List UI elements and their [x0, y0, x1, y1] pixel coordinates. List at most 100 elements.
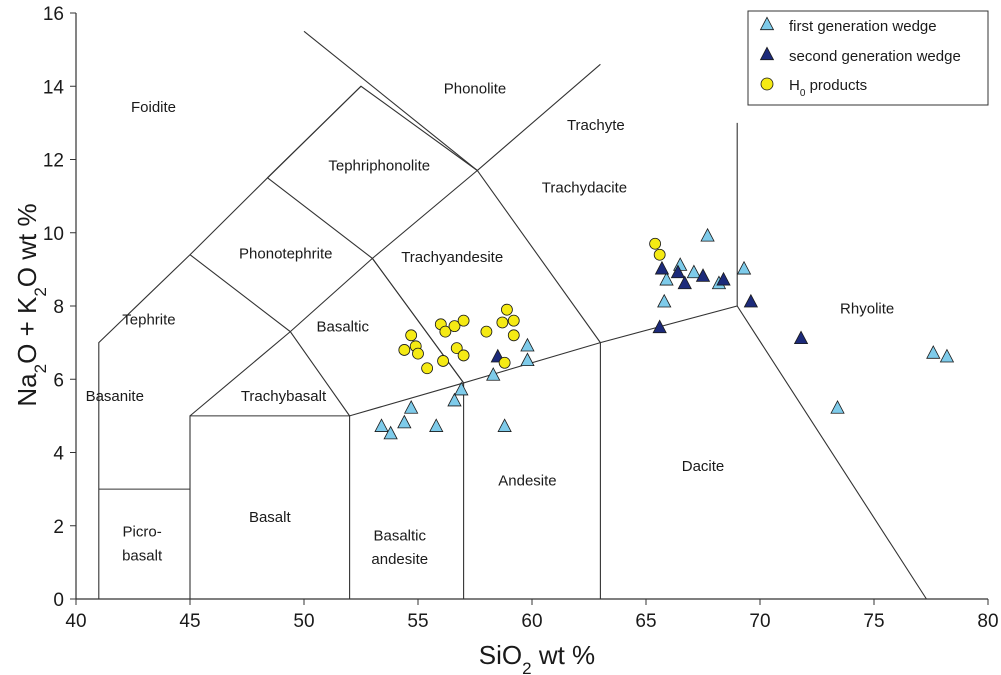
field-label: andesite: [371, 551, 428, 568]
field-boundary-line: [476, 170, 601, 343]
data-point-circle: [653, 248, 666, 261]
field-label: Phonolite: [444, 81, 507, 98]
data-points: [374, 227, 955, 440]
field-boundary-line: [371, 258, 465, 384]
data-point-triangle: [673, 257, 688, 271]
field-label: Dacite: [682, 458, 725, 475]
y-tick-label: 14: [43, 77, 65, 98]
data-point-triangle: [403, 400, 419, 414]
data-point-triangle: [830, 400, 845, 414]
x-tick-label: 60: [521, 611, 542, 632]
data-point-triangle: [657, 293, 672, 308]
data-point-triangle: [383, 425, 398, 440]
data-point-triangle: [686, 264, 702, 279]
x-tick-label: 55: [407, 611, 428, 632]
x-tick-label: 50: [293, 611, 314, 632]
y-tick-label: 10: [43, 224, 64, 245]
x-tick-label: 75: [863, 611, 884, 632]
field-label: Trachybasalt: [241, 388, 327, 405]
y-tick-label: 0: [53, 590, 64, 611]
field-label: Tephrite: [122, 311, 175, 328]
data-point-triangle: [659, 271, 674, 286]
data-point-circle: [501, 303, 513, 316]
field-label: Basalt: [249, 509, 292, 526]
data-point-triangle: [695, 268, 711, 282]
legend-marker-h0-products: [760, 77, 774, 91]
y-tick-label: 16: [43, 4, 64, 25]
data-point-triangle: [654, 260, 670, 275]
x-tick-label: 70: [749, 611, 770, 632]
data-point-circle: [507, 314, 520, 327]
data-point-circle: [421, 362, 434, 375]
y-tick-label: 2: [53, 517, 64, 538]
legend-box: [747, 10, 989, 106]
data-point-triangle: [486, 367, 501, 381]
field-label: Basanite: [86, 388, 144, 405]
data-point-circle: [398, 344, 411, 356]
legend-label-h0-products: H0 products: [789, 77, 867, 99]
data-point-circle: [457, 349, 470, 362]
data-point-circle: [649, 237, 662, 250]
legend-item-first-generation: first generation wedge: [759, 16, 937, 35]
data-point-circle: [450, 342, 463, 355]
data-point-triangle: [670, 264, 686, 279]
field-label: Trachyandesite: [401, 249, 503, 266]
field-label: Trachydacite: [542, 179, 627, 196]
legend-item-h0-products: H0 products: [760, 77, 867, 99]
legend-marker-second-generation: [759, 46, 775, 61]
data-point-triangle: [716, 271, 731, 286]
data-point-triangle: [397, 414, 412, 429]
x-axis-title: SiO2 wt %: [479, 640, 595, 675]
data-point-circle: [480, 325, 493, 338]
legend-marker-first-generation: [759, 16, 775, 31]
field-boundary-line: [189, 170, 478, 417]
field-boundary-line: [189, 254, 351, 417]
data-point-triangle: [926, 345, 941, 359]
series-2: [398, 237, 666, 375]
data-point-triangle: [520, 352, 535, 367]
data-point-triangle: [793, 330, 809, 345]
data-point-triangle: [652, 319, 667, 334]
field-boundary-line: [267, 85, 362, 179]
data-point-triangle: [374, 418, 389, 432]
x-tick-label: 45: [179, 611, 200, 632]
y-tick-label: 4: [53, 444, 64, 465]
field-label: Phonotephrite: [239, 245, 332, 262]
x-tick-label: 80: [977, 611, 998, 632]
y-tick-label: 6: [53, 370, 64, 391]
x-axis-ticks: 40 45 50 55 60 65 70 75 80: [65, 599, 999, 632]
y-tick-label: 12: [43, 151, 64, 172]
rock-field-labels: Foidite Phonolite Trachyte Tephriphonolite T…: [86, 81, 895, 569]
field-boundary-line: [189, 305, 927, 600]
field-label: basalt: [122, 548, 163, 565]
y-axis-title: Na2O + K2O wt %: [12, 203, 50, 406]
data-point-triangle: [939, 348, 955, 363]
data-point-circle: [437, 355, 449, 367]
x-tick-label: 40: [65, 611, 86, 632]
field-label: Andesite: [498, 472, 556, 489]
data-point-triangle: [736, 260, 752, 275]
legend: first generation wedge second generation…: [747, 10, 989, 106]
data-point-circle: [498, 356, 511, 369]
data-point-triangle: [743, 293, 759, 308]
data-point-circle: [507, 329, 520, 342]
data-point-triangle: [497, 418, 512, 432]
field-label: Picro-: [123, 524, 162, 541]
series-0: [374, 227, 955, 440]
legend-label-first-generation: first generation wedge: [789, 18, 937, 35]
field-label: Rhyolite: [840, 300, 894, 317]
field-label: Foidite: [131, 99, 176, 116]
field-boundary-line: [267, 177, 465, 384]
field-label: Basaltic: [373, 527, 426, 544]
data-point-triangle: [700, 227, 715, 242]
data-point-triangle: [454, 381, 469, 396]
data-point-circle: [496, 316, 509, 329]
data-point-triangle: [520, 337, 535, 352]
data-point-triangle: [447, 392, 462, 407]
data-point-triangle: [429, 418, 444, 432]
data-point-circle: [412, 347, 424, 360]
field-label: Tephriphonolite: [328, 157, 430, 174]
data-point-circle: [448, 320, 461, 333]
data-point-circle: [457, 314, 470, 327]
